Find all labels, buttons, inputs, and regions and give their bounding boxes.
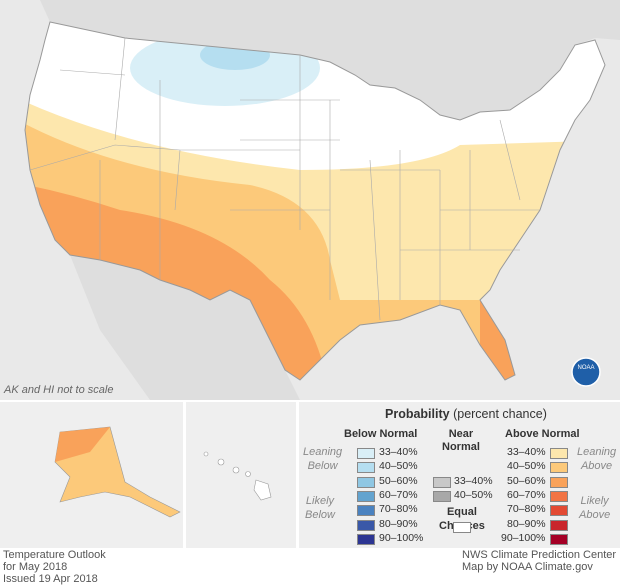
near-normal-swatch xyxy=(433,477,451,488)
above-normal-label: 60–70% xyxy=(507,488,546,501)
below-normal-label: 80–90% xyxy=(379,517,418,530)
above-normal-swatch xyxy=(550,505,568,517)
above-normal-label: 90–100% xyxy=(501,531,546,544)
canada-land xyxy=(0,0,620,120)
state-borders xyxy=(29,37,540,321)
legend: Probability (percent chance) Below Norma… xyxy=(299,402,620,548)
near-normal-label: 33–40% xyxy=(454,475,493,487)
below-normal-label: 33–40% xyxy=(379,446,418,458)
near-normal-swatch xyxy=(433,491,451,503)
below-normal-swatch xyxy=(357,476,375,488)
us-temperature-outlook-map: NOAA xyxy=(0,0,620,400)
above-normal-label: 80–90% xyxy=(507,517,546,530)
equal-chances-swatch xyxy=(453,522,471,533)
below-normal-swatch xyxy=(357,533,375,545)
below-normal-label: 60–70% xyxy=(379,488,418,501)
svg-text:NOAA: NOAA xyxy=(577,365,594,371)
below-normal-swatch xyxy=(357,490,375,502)
below-normal-label: 50–60% xyxy=(379,474,418,487)
above-normal-label: 40–50% xyxy=(507,460,546,473)
below-normal-label: 70–80% xyxy=(379,503,418,516)
below-normal-label: 40–50% xyxy=(379,460,418,473)
above-normal-swatch xyxy=(550,490,568,502)
above-normal-swatch xyxy=(550,448,568,459)
alaska-panel xyxy=(0,402,183,548)
leaning-below-label: Leaning Below xyxy=(303,446,343,472)
above-normal-swatch xyxy=(550,462,568,474)
footer-left: Temperature Outlook for May 2018 Issued 19… xyxy=(3,549,106,585)
below-normal-swatch xyxy=(357,519,375,531)
below-normal-swatch xyxy=(357,448,375,459)
above-normal-swatch xyxy=(550,519,568,531)
footer-right: NWS Climate Prediction Center Map by NOAA… xyxy=(462,549,617,573)
above-normal-label: 50–60% xyxy=(507,474,546,487)
above-normal-swatch xyxy=(550,533,568,545)
near-normal-heading: Near Normal xyxy=(442,428,480,453)
below-normal-swatch xyxy=(357,462,375,474)
near-normal-label: 40–50% xyxy=(454,489,493,502)
mexico-land xyxy=(70,255,300,400)
above-normal-swatch xyxy=(550,476,568,488)
below-normal-label: 90–100% xyxy=(379,531,424,544)
leaning-above-label: Leaning Above xyxy=(577,446,617,472)
likely-below-label: Likely Below xyxy=(305,495,335,521)
above-normal-label: 33–40% xyxy=(507,446,546,458)
hawaii-panel xyxy=(186,402,296,548)
scale-note: AK and HI not to scale xyxy=(4,384,114,396)
above-normal-label: 70–80% xyxy=(507,503,546,516)
below-normal-heading: Below Normal xyxy=(344,428,418,440)
above-normal-heading: Above Normal xyxy=(505,428,580,440)
likely-above-label: Likely Above xyxy=(579,495,611,521)
legend-title: Probability (percent chance) xyxy=(385,407,547,421)
noaa-logo xyxy=(572,358,600,386)
below-normal-swatch xyxy=(357,505,375,517)
